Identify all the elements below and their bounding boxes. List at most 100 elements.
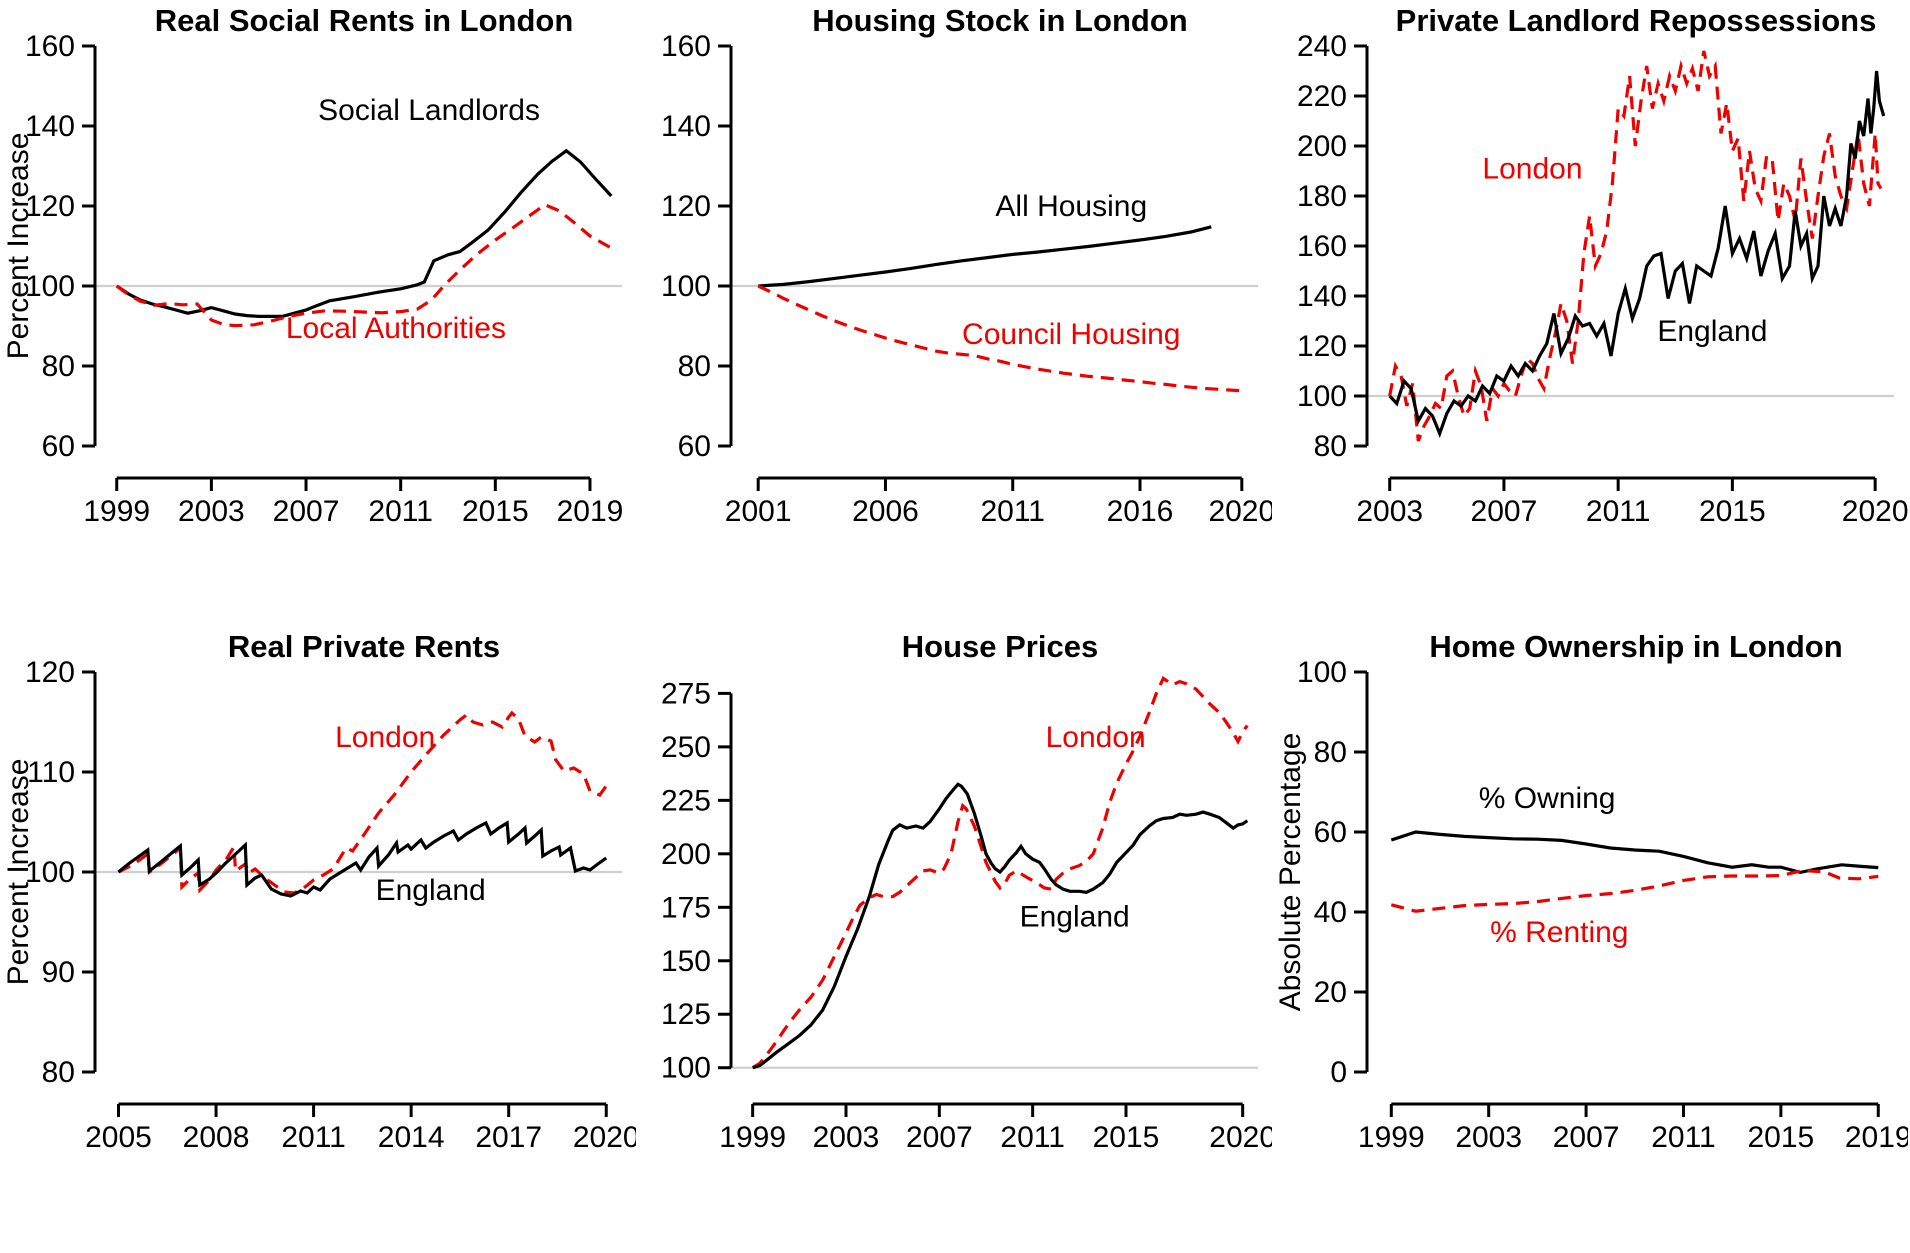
- y-tick-label: 175: [661, 891, 711, 924]
- chart-canvas-housing-stock: Housing Stock in London 60 80 100 120 140 160 2…: [661, 3, 1272, 528]
- x-tick-label: 2011: [368, 495, 433, 528]
- x-tick-label: 2020: [573, 1121, 636, 1154]
- x-tick-label: 2007: [1471, 495, 1538, 528]
- x-tick-label: 2015: [1699, 495, 1766, 528]
- y-tick-label: 120: [25, 656, 75, 689]
- series-line--renting: [1390, 868, 1879, 913]
- x-tick-label: 2007: [273, 495, 340, 528]
- chart-canvas-private-landlord-repossessions: Private Landlord Repossessions 80 100 120 14…: [1297, 3, 1908, 528]
- chart-housing-stock: Housing Stock in London 60 80 100 120 140 160 2…: [636, 0, 1272, 626]
- chart-home-ownership: Home Ownership in London Absolute Percent…: [1272, 626, 1908, 1252]
- series-line-council-housing: [757, 284, 1242, 393]
- y-tick-label: 80: [1314, 430, 1347, 463]
- y-tick-label: 80: [42, 350, 75, 383]
- x-tick-label: 2020: [1842, 495, 1908, 528]
- series-label-england: England: [376, 874, 486, 907]
- series-line-england: [117, 820, 608, 898]
- series-line-england: [752, 782, 1249, 1070]
- x-tick-label: 1999: [719, 1121, 786, 1154]
- y-tick-label: 80: [42, 1056, 75, 1089]
- y-tick-label: 225: [661, 784, 711, 817]
- y-tick-label: 20: [1314, 976, 1347, 1009]
- y-tick-label: 80: [1314, 736, 1347, 769]
- series-label--owning: % Owning: [1479, 782, 1616, 815]
- x-tick-label: 2014: [378, 1121, 445, 1154]
- y-tick-label: 0: [1330, 1056, 1347, 1089]
- series-line-london: [751, 676, 1249, 1070]
- y-tick-label: 160: [1297, 230, 1347, 263]
- y-tick-label: 100: [661, 270, 711, 303]
- chart-canvas-real-social-rents: Real Social Rents in London Percent Incre…: [2, 3, 624, 528]
- x-tick-label: 2008: [183, 1121, 250, 1154]
- x-tick-label: 2007: [906, 1121, 973, 1154]
- series-line-all-housing: [758, 225, 1212, 288]
- x-tick-label: 2019: [1845, 1121, 1908, 1154]
- series-label-london: London: [1046, 721, 1146, 754]
- x-tick-label: 1999: [83, 495, 150, 528]
- series-label-england: England: [1020, 901, 1130, 934]
- y-axis-title: Absolute Percentage: [1274, 733, 1307, 1012]
- series-label--renting: % Renting: [1490, 916, 1628, 949]
- x-tick-label: 2003: [1356, 495, 1423, 528]
- series-line-local-authorities: [115, 202, 613, 328]
- y-axis-title: Percent Increase: [2, 133, 35, 360]
- y-tick-label: 100: [661, 1052, 711, 1085]
- y-tick-label: 110: [27, 756, 75, 789]
- y-tick-label: 100: [1297, 380, 1347, 413]
- y-tick-label: 60: [1314, 816, 1347, 849]
- x-tick-label: 2019: [557, 495, 624, 528]
- y-axis-title: Percent Increase: [2, 759, 35, 986]
- y-tick-label: 100: [1297, 656, 1347, 689]
- y-tick-label: 125: [661, 998, 711, 1031]
- y-tick-label: 160: [25, 30, 75, 63]
- y-tick-label: 220: [1297, 80, 1347, 113]
- y-tick-label: 90: [42, 956, 75, 989]
- y-tick-label: 240: [1297, 30, 1347, 63]
- x-tick-label: 2005: [85, 1121, 152, 1154]
- chart-title: Home Ownership in London: [1429, 629, 1842, 664]
- x-tick-label: 2015: [1747, 1121, 1814, 1154]
- series-label-london: London: [1482, 153, 1582, 186]
- chart-canvas-real-private-rents: Real Private Rents Percent Increase 80 90 10…: [2, 629, 636, 1154]
- x-tick-label: 2011: [1000, 1121, 1065, 1154]
- x-tick-label: 2007: [1553, 1121, 1620, 1154]
- y-tick-label: 60: [678, 430, 711, 463]
- series-label-local-authorities: Local Authorities: [286, 312, 506, 345]
- y-tick-label: 140: [25, 110, 75, 143]
- chart-title: Real Social Rents in London: [155, 3, 574, 38]
- x-tick-label: 2017: [475, 1121, 542, 1154]
- x-tick-label: 2001: [725, 495, 792, 528]
- x-tick-label: 2011: [281, 1121, 346, 1154]
- x-tick-label: 2011: [1586, 495, 1651, 528]
- y-tick-label: 120: [25, 190, 75, 223]
- y-tick-label: 140: [661, 110, 711, 143]
- x-tick-label: 2020: [1209, 1121, 1272, 1154]
- chart-title: Real Private Rents: [228, 629, 500, 664]
- y-tick-label: 275: [661, 677, 711, 710]
- chart-canvas-house-prices: House Prices 100 125 150 175 200 225 250 275 1999…: [661, 629, 1272, 1154]
- y-tick-label: 180: [1297, 180, 1347, 213]
- series-line-england: [1388, 70, 1886, 438]
- chart-real-private-rents: Real Private Rents Percent Increase 80 90 10…: [0, 626, 636, 1252]
- x-tick-label: 2003: [813, 1121, 880, 1154]
- y-tick-label: 80: [678, 350, 711, 383]
- x-tick-label: 2011: [1651, 1121, 1716, 1154]
- x-tick-label: 1999: [1358, 1121, 1425, 1154]
- series-label-council-housing: Council Housing: [962, 318, 1180, 351]
- x-tick-label: 2011: [980, 495, 1045, 528]
- y-tick-label: 120: [661, 190, 711, 223]
- chart-canvas-home-ownership: Home Ownership in London Absolute Percent…: [1274, 629, 1908, 1154]
- y-tick-label: 100: [25, 270, 75, 303]
- x-tick-label: 2003: [178, 495, 245, 528]
- y-tick-label: 250: [661, 731, 711, 764]
- chart-title: House Prices: [902, 629, 1098, 664]
- chart-house-prices: House Prices 100 125 150 175 200 225 250 275 1999…: [636, 626, 1272, 1252]
- series-line-social-landlords: [115, 148, 613, 318]
- x-tick-label: 2006: [852, 495, 919, 528]
- series-line-london: [117, 710, 608, 895]
- chart-real-social-rents: Real Social Rents in London Percent Incre…: [0, 0, 636, 626]
- x-tick-label: 2016: [1107, 495, 1174, 528]
- y-tick-label: 150: [661, 945, 711, 978]
- series-label-all-housing: All Housing: [995, 190, 1147, 223]
- series-label-social-landlords: Social Landlords: [318, 94, 540, 127]
